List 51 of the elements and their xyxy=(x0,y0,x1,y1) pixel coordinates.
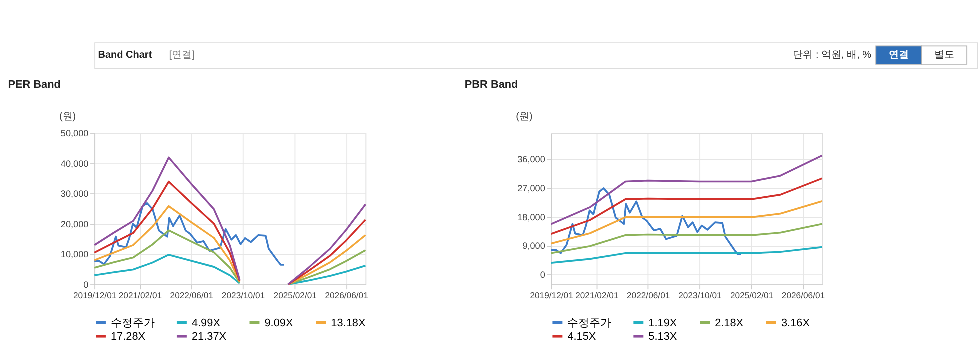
text: [연결] xyxy=(169,50,195,62)
legend-label: 4.99X xyxy=(192,317,222,330)
y-axis-title: (원) xyxy=(59,111,76,122)
legend-label: 수정주가 xyxy=(568,317,612,330)
legend-label: 13.18X xyxy=(331,317,366,330)
x-tick-label: 2025/02/01 xyxy=(730,290,774,301)
text: 단위 : 억원, 배, % xyxy=(793,50,872,62)
x-tick-label: 2023/10/01 xyxy=(222,290,266,301)
legend-label: 9.09X xyxy=(264,317,294,330)
line-series xyxy=(550,154,824,226)
chart-title: PER Band xyxy=(8,79,61,92)
legend-label: 17.28X xyxy=(110,331,146,344)
x-tick-label: 2025/02/01 xyxy=(274,290,318,301)
y-tick-label: 18,000 xyxy=(518,212,546,222)
x-tick-label: 2019/12/01 xyxy=(73,290,117,301)
legend-label: 수정주가 xyxy=(110,317,155,330)
y-tick-label: 10,000 xyxy=(60,250,89,260)
legend-label: 1.19X xyxy=(648,317,678,330)
text: Band Chart xyxy=(98,50,153,62)
line-series xyxy=(550,246,824,264)
y-tick-label: 50,000 xyxy=(60,128,89,139)
text: 연결 xyxy=(888,50,909,62)
y-tick-label: 0 xyxy=(540,270,546,280)
y-tick-label: 9,000 xyxy=(522,241,546,252)
y-tick-label: 30,000 xyxy=(60,189,89,200)
y-tick-label: 20,000 xyxy=(60,219,89,230)
x-tick-label: 2021/02/01 xyxy=(118,290,162,301)
chart-title: PBR Band xyxy=(464,79,518,92)
line-series xyxy=(94,202,286,266)
text: 별도 xyxy=(934,50,954,62)
legend-label: 3.16X xyxy=(781,317,811,330)
x-tick-label: 2019/12/01 xyxy=(530,290,574,301)
y-tick-label: 40,000 xyxy=(60,158,89,169)
line-series xyxy=(550,178,824,236)
legend-label: 21.37X xyxy=(192,331,228,344)
line-series xyxy=(550,223,824,254)
x-tick-label: 2026/06/01 xyxy=(782,290,826,301)
x-tick-label: 2021/02/01 xyxy=(576,290,619,301)
x-tick-label: 2023/10/01 xyxy=(678,290,722,301)
y-axis-title: (원) xyxy=(516,111,533,122)
y-tick-label: 0 xyxy=(84,280,89,290)
y-tick-label: 27,000 xyxy=(518,183,546,194)
legend-label: 2.18X xyxy=(715,317,744,330)
x-tick-label: 2022/06/01 xyxy=(626,290,670,301)
line-series xyxy=(550,188,742,255)
legend-label: 4.15X xyxy=(568,331,597,344)
line-series xyxy=(550,200,824,245)
legend-label: 5.13X xyxy=(648,331,678,344)
x-tick-label: 2026/06/01 xyxy=(325,290,369,301)
y-tick-label: 36,000 xyxy=(518,154,546,164)
x-tick-label: 2022/06/01 xyxy=(170,290,214,301)
